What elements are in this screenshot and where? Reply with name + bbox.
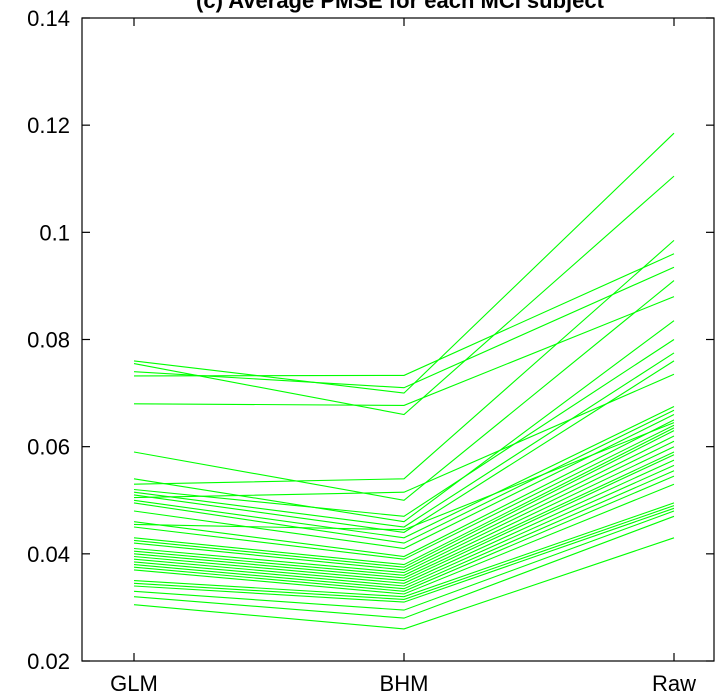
series-line-19 <box>133 427 675 566</box>
series-line-21 <box>133 435 675 571</box>
series-line-28 <box>133 470 675 590</box>
series-line-33 <box>133 507 675 603</box>
series-line-10 <box>133 352 675 528</box>
series-line-22 <box>133 440 675 574</box>
series-line-36 <box>133 537 675 630</box>
series-line-26 <box>133 459 675 584</box>
series-lines <box>133 132 675 630</box>
series-line-1 <box>133 132 675 394</box>
series-line-4 <box>133 253 675 377</box>
y-tick-label-6: 0.12 <box>27 113 70 138</box>
series-line-20 <box>133 430 675 568</box>
series-line-17 <box>133 422 675 531</box>
y-tick-label-4: 0.08 <box>27 328 70 353</box>
series-line-29 <box>133 475 675 592</box>
series-line-30 <box>133 483 675 595</box>
series-line-23 <box>133 446 675 576</box>
series-line-15 <box>133 414 675 550</box>
series-line-14 <box>133 409 675 544</box>
series-line-27 <box>133 464 675 587</box>
x-tick-label-glm: GLM <box>110 671 158 696</box>
series-line-7 <box>133 320 675 523</box>
series-line-6 <box>133 280 675 501</box>
x-tick-label-bhm: BHM <box>380 671 429 696</box>
y-tick-label-7: 0.14 <box>27 6 70 31</box>
series-line-5 <box>133 296 675 406</box>
series-line-8 <box>133 239 675 485</box>
y-tick-label-5: 0.1 <box>39 220 70 245</box>
series-line-13 <box>133 406 675 539</box>
series-line-32 <box>133 505 675 600</box>
series-line-35 <box>133 515 675 619</box>
y-tick-label-1: 0.02 <box>27 649 70 674</box>
x-axis: GLM BHM Raw <box>110 18 696 696</box>
series-line-16 <box>133 419 675 558</box>
chart-title: (c) Average PMSE for each MCI subject <box>196 0 605 13</box>
series-line-12 <box>133 373 675 499</box>
y-axis: 0.02 0.04 0.06 0.08 0.1 0.12 0.14 <box>27 6 714 674</box>
series-line-2 <box>133 175 675 416</box>
series-line-31 <box>133 502 675 598</box>
y-tick-label-3: 0.06 <box>27 435 70 460</box>
series-line-34 <box>133 510 675 611</box>
series-line-18 <box>133 424 675 560</box>
series-line-25 <box>133 454 675 582</box>
y-tick-label-2: 0.04 <box>27 542 70 567</box>
series-line-24 <box>133 451 675 579</box>
series-line-9 <box>133 339 675 517</box>
x-tick-label-raw: Raw <box>652 671 696 696</box>
series-line-3 <box>133 266 675 389</box>
series-line-11 <box>133 360 675 533</box>
